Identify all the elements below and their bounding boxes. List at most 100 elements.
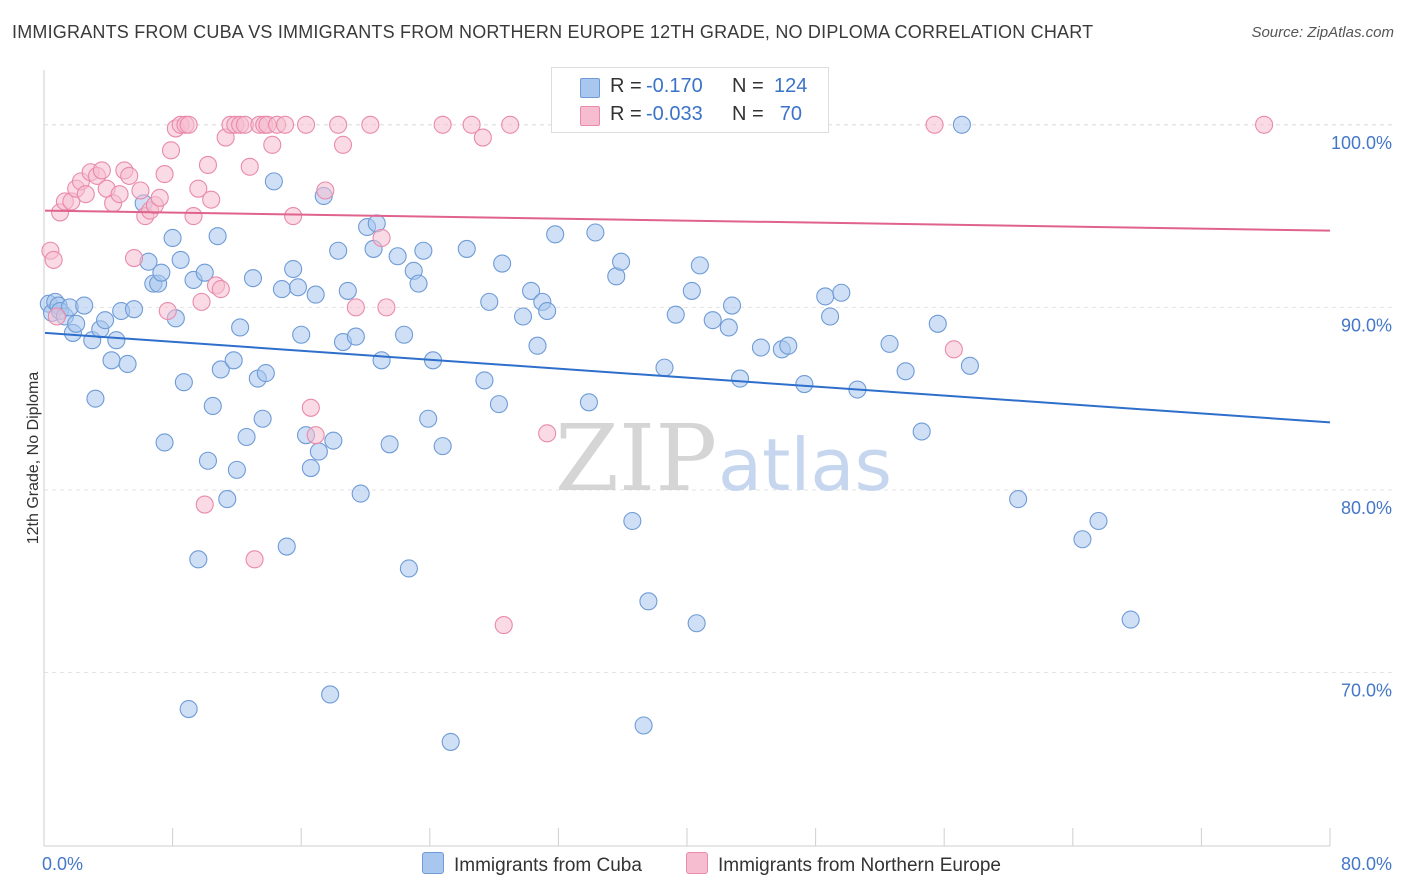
data-point (44, 250, 63, 269)
data-point (751, 338, 770, 357)
data-point (329, 115, 348, 134)
data-point (189, 179, 208, 198)
data-point (124, 249, 144, 268)
data-point (198, 451, 218, 470)
legend-n-value: 70 (779, 103, 802, 125)
data-point (107, 331, 126, 350)
data-point (110, 185, 129, 204)
data-point (284, 207, 303, 226)
data-point (231, 318, 250, 337)
data-point (256, 364, 275, 383)
legend-r-value: -0.170 (646, 75, 703, 97)
data-point (243, 269, 263, 288)
data-point (528, 336, 547, 355)
data-point (480, 292, 499, 311)
data-point (316, 181, 335, 200)
legend-row-northern-europe: R = -0.033 N = 70 (552, 101, 828, 129)
data-point (372, 351, 391, 370)
grid-lines (44, 124, 1392, 674)
data-point (292, 325, 311, 344)
data-point (377, 298, 396, 317)
data-point (203, 396, 222, 416)
data-point (925, 115, 944, 134)
data-point (433, 437, 452, 456)
data-point (639, 592, 658, 611)
legend-item-northern-europe: Immigrants from Northern Europe (686, 852, 1001, 877)
data-point (816, 287, 835, 306)
data-point (433, 115, 452, 134)
data-point (306, 285, 325, 304)
legend-swatch-northern-europe (580, 106, 600, 126)
data-point (513, 307, 533, 326)
data-point (338, 281, 357, 300)
data-point (722, 296, 742, 315)
data-point (623, 511, 642, 531)
data-point (333, 135, 353, 154)
legend-swatch-northern-europe (686, 852, 708, 874)
legend-n-label: N = (732, 75, 764, 97)
data-point (202, 190, 221, 209)
data-point (208, 227, 227, 246)
x-tick-label: 0.0% (42, 854, 83, 874)
data-point (361, 115, 380, 134)
data-point (163, 228, 182, 248)
data-point (634, 716, 653, 735)
y-tick-label: 80.0% (1341, 498, 1392, 518)
data-point (309, 442, 328, 461)
data-point (264, 172, 283, 191)
data-point (494, 616, 513, 635)
data-point (1255, 115, 1274, 134)
legend-row-cuba: R = -0.170 N = 124 (552, 73, 828, 101)
data-point (240, 157, 259, 176)
data-point (102, 351, 121, 370)
series-northern-europe-points (41, 115, 1274, 635)
data-point (414, 241, 433, 260)
data-point (263, 135, 282, 154)
data-point (687, 614, 706, 633)
y-tick-label: 90.0% (1341, 315, 1392, 335)
data-point (896, 362, 915, 381)
y-axis-label: 12th Grade, No Diploma (25, 372, 42, 545)
data-point (960, 356, 979, 375)
data-point (158, 301, 177, 321)
data-point (388, 247, 407, 266)
data-point (457, 239, 476, 258)
data-point (118, 354, 137, 374)
series-legend: Immigrants from Cuba Immigrants from Nor… (0, 852, 1406, 876)
watermark-zip: ZIP (555, 405, 717, 512)
data-point (730, 369, 750, 388)
data-point (473, 128, 492, 147)
series-cuba-points (39, 115, 1140, 751)
data-point (301, 458, 320, 478)
data-point (666, 305, 685, 324)
data-point (152, 263, 171, 282)
data-point (124, 300, 144, 319)
data-point (184, 207, 203, 226)
data-point (586, 223, 605, 242)
data-point (174, 373, 193, 392)
trend-line-cuba (44, 331, 1331, 424)
data-point (703, 311, 722, 330)
data-point (195, 263, 214, 282)
data-point (96, 311, 115, 330)
data-point (395, 325, 414, 344)
legend-label-northern-europe: Immigrants from Northern Europe (718, 855, 1001, 876)
data-point (346, 298, 365, 317)
data-point (277, 537, 296, 556)
data-point (795, 375, 814, 394)
data-point (380, 435, 399, 454)
data-point (179, 700, 198, 719)
data-point (719, 318, 738, 337)
data-point (189, 550, 208, 569)
data-point (682, 281, 701, 300)
data-point (92, 161, 111, 180)
data-point (372, 228, 391, 248)
data-point (399, 559, 418, 578)
data-point (329, 241, 348, 260)
data-point (409, 274, 428, 293)
data-point (321, 685, 340, 704)
data-point (1121, 610, 1140, 629)
data-point (171, 250, 190, 269)
data-point (1073, 530, 1092, 549)
